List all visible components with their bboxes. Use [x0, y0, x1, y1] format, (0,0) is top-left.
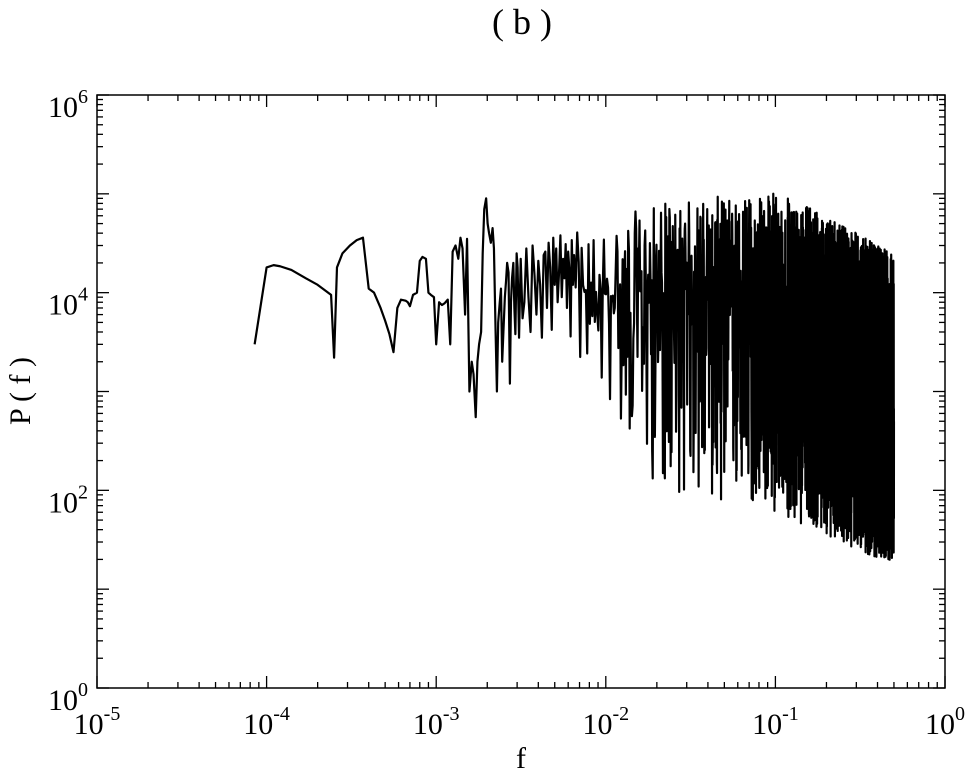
- x-axis-label: f: [516, 742, 526, 772]
- x-tick-label: 10-4: [243, 703, 290, 741]
- x-tick-label: 10-5: [74, 703, 121, 741]
- y-tick-label: 100: [48, 679, 88, 717]
- chart-title: ( b ): [492, 2, 552, 42]
- x-tick-label: 10-1: [752, 703, 799, 741]
- x-tick-label: 100: [925, 703, 965, 741]
- y-tick-label: 104: [48, 284, 88, 322]
- y-tick-label: 106: [48, 86, 88, 124]
- axis-ticks: [96, 94, 946, 689]
- y-axis-label: P ( f ): [4, 357, 37, 425]
- y-tick-label: 102: [48, 481, 88, 519]
- x-tick-labels: 10-5 10-4 10-3 10-2 10-1 100: [74, 703, 965, 741]
- x-tick-label: 10-2: [582, 703, 629, 741]
- x-tick-label: 10-3: [413, 703, 460, 741]
- y-tick-labels: 100 102 104 106: [48, 86, 88, 717]
- spectrum-series-line: [253, 192, 896, 561]
